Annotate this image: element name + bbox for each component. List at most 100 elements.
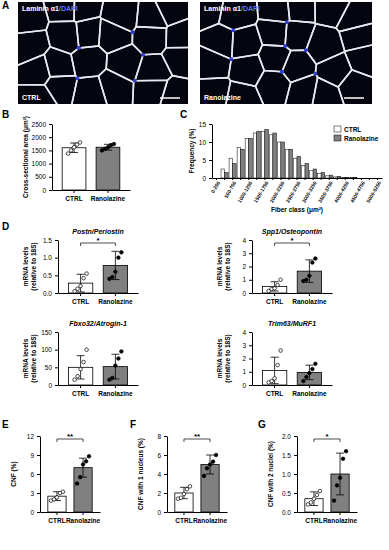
tick: 15 (199, 121, 212, 128)
x-axis: CTRLRanolazine (41, 512, 101, 524)
nucleus (133, 79, 137, 83)
fiber-outline (258, 45, 291, 72)
tick-mark (309, 293, 310, 296)
y-axis-line (52, 125, 53, 191)
tick: 0 (48, 382, 58, 389)
fiber-outline (200, 23, 233, 59)
tick-label: CTRL (305, 517, 322, 524)
y-axis-line (167, 437, 168, 513)
tick-mark (49, 190, 52, 191)
error-stem (83, 458, 84, 477)
tick: 0.0 (43, 290, 58, 297)
tick (240, 178, 241, 180)
tick-label: CTRL (48, 517, 65, 524)
data-point (312, 497, 316, 501)
x-axis: CTRLRanolazine (253, 385, 333, 397)
data-point (314, 257, 318, 261)
tick-label: Ranolazine (292, 298, 327, 305)
data-point (214, 453, 218, 457)
x-axis-line (53, 190, 131, 191)
tick-mark (309, 385, 310, 388)
image-background (200, 2, 372, 104)
histogram-bar (337, 177, 341, 178)
data-point (341, 457, 345, 461)
tick-label: 0 (202, 175, 206, 182)
legend-label: Ranolazine (344, 135, 379, 142)
data-point (279, 349, 283, 353)
error-bar (310, 492, 318, 506)
data-point (78, 475, 82, 479)
tick: 0 (157, 509, 167, 516)
data-point (308, 274, 312, 278)
tick-mark (294, 512, 297, 513)
error-cap (305, 365, 313, 366)
data-point (84, 460, 88, 464)
x-axis: CTRLRanolazine (53, 190, 131, 202)
tick-label: 3500-3750 (317, 180, 334, 204)
tick: 1 (242, 368, 252, 375)
error-cap (111, 354, 119, 355)
y-axis: 050100150 (41, 329, 58, 389)
histogram-bar (369, 178, 373, 179)
tick: 2000 (32, 134, 52, 141)
y-axis-title: mRNA levels (22, 338, 29, 378)
tick: 4500-4750 (349, 178, 366, 204)
tick (256, 178, 257, 180)
tick (305, 178, 306, 180)
plot-area (262, 257, 321, 293)
tick: 3000-3250 (301, 178, 318, 204)
tick: 0.5 (43, 272, 58, 279)
tick: Ranolazine (66, 512, 101, 524)
tick-mark (49, 124, 52, 125)
nucleus (130, 30, 134, 34)
tick-mark (183, 512, 184, 515)
histogram-bar (245, 138, 249, 178)
legend: CTRLRanolazine (334, 126, 379, 142)
nucleus (141, 53, 145, 57)
tick-label: CTRL (266, 298, 283, 305)
tick-label: 4 (157, 471, 161, 478)
tick-mark (232, 178, 233, 180)
histogram-bar (269, 135, 273, 178)
tick-label: 0 (157, 509, 161, 516)
fiber-outline (146, 2, 188, 26)
data-point (72, 145, 76, 149)
data-point (302, 379, 306, 383)
panel-letter: D (2, 221, 9, 232)
tick-label: Ranolazine (292, 390, 327, 397)
tick: CTRL (65, 190, 82, 202)
tick: CTRL (72, 293, 89, 305)
data-point (87, 454, 91, 458)
y-axis-line (252, 333, 253, 386)
tick: 0.0 (282, 509, 297, 516)
histogram-bar (374, 178, 378, 179)
histogram-bar (305, 164, 309, 178)
y-axis-line (212, 125, 213, 179)
tick-mark (55, 240, 58, 241)
data-point (81, 463, 85, 467)
tick-label: 1 (242, 368, 246, 375)
tick: 0 (242, 290, 252, 297)
y-axis-line (58, 333, 59, 386)
tick-label: Ranolazine (193, 517, 228, 524)
tick-label: 2 (157, 490, 161, 497)
error-cap (271, 383, 279, 384)
histogram-bar (302, 165, 306, 178)
panel-letter: A (2, 0, 9, 11)
histogram-bar (241, 149, 245, 178)
histogram-bar (326, 176, 330, 178)
tick-label: 2500-2750 (284, 180, 301, 204)
y-axis-title: (relative to 18S) (224, 334, 232, 382)
tick-mark (249, 345, 252, 346)
tick-mark (37, 455, 40, 456)
y-axis: 01234 (242, 329, 252, 389)
tick-label: 3 (242, 250, 246, 257)
data-point (273, 287, 277, 291)
data-point (315, 493, 319, 497)
fiber-outline (338, 70, 372, 104)
tick: 10 (199, 139, 212, 146)
bar (62, 148, 86, 190)
tick-mark (37, 474, 40, 475)
y-axis-title: (relative to 18S) (224, 242, 232, 290)
tick-label: 1500-1750 (252, 180, 269, 204)
